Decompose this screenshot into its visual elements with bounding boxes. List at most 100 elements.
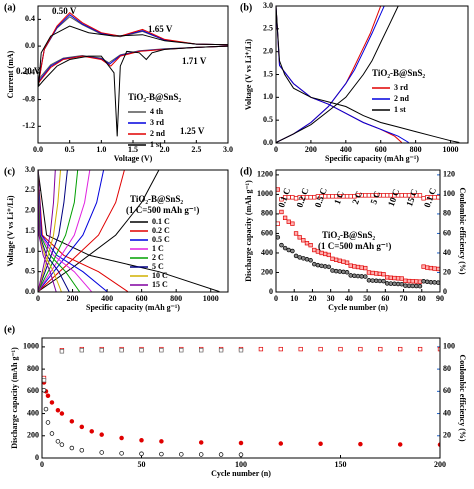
y-tick-label: 1.0 — [25, 246, 35, 255]
point — [374, 271, 379, 276]
plot-area — [38, 170, 220, 292]
point — [363, 265, 368, 271]
legend-label: 5 C — [152, 262, 164, 271]
point — [322, 264, 328, 269]
point — [218, 452, 224, 457]
x-axis-label: Cycle number (n) — [211, 469, 271, 478]
point — [406, 283, 412, 289]
legend-label: 15 C — [152, 280, 168, 289]
point — [406, 278, 412, 284]
point — [49, 400, 55, 405]
point — [282, 215, 288, 220]
point — [278, 346, 283, 352]
point — [333, 268, 339, 274]
legend-title: TiO₂-B@SnS₂ — [322, 230, 375, 240]
y-tick-label: 200 — [261, 267, 273, 276]
point — [436, 195, 440, 200]
x-tick-label: 800 — [170, 294, 182, 303]
x-tick-label: 0 — [274, 145, 278, 154]
point — [399, 276, 404, 281]
point — [377, 278, 383, 284]
annotation: 10 C — [386, 188, 401, 208]
point — [410, 283, 415, 289]
x-tick-label: 400 — [101, 294, 113, 303]
y-tick-label: -0.4 — [22, 68, 35, 77]
point — [399, 193, 404, 198]
point — [139, 437, 144, 443]
x-tick-label: 0.5 — [65, 145, 75, 154]
point — [312, 261, 317, 267]
point — [417, 346, 423, 352]
y2-axis-label: Coulombic efficiency (%) — [458, 187, 467, 274]
y-tick-label: 600 — [27, 386, 39, 395]
panel-label: (d) — [240, 166, 252, 177]
point — [366, 278, 372, 283]
point — [42, 378, 47, 383]
x-tick-label: 0.0 — [33, 145, 43, 154]
y2-tick-label: 40 — [443, 248, 451, 257]
x-tick-label: 200 — [67, 294, 79, 303]
series-line — [38, 16, 228, 80]
point — [428, 279, 434, 285]
series-line — [276, 6, 409, 143]
legend-subtitle: (1 C=500 mAh g⁻¹) — [318, 241, 391, 251]
y-tick-label: -1.2 — [22, 121, 35, 130]
x-tick-label: 600 — [375, 145, 387, 154]
y2-tick-label: 80 — [443, 364, 451, 373]
point — [410, 279, 415, 284]
point — [45, 393, 51, 399]
y-tick-label: 2.5 — [25, 185, 35, 194]
point — [315, 262, 321, 268]
point — [301, 238, 306, 243]
y-tick-label: 800 — [27, 364, 39, 373]
plot-area — [38, 12, 228, 137]
point — [218, 348, 224, 353]
series-line — [38, 170, 57, 292]
x-tick-label: 1.5 — [128, 145, 138, 154]
y-tick-label: 400 — [27, 408, 39, 417]
plot-area — [276, 6, 460, 143]
point — [326, 194, 331, 199]
point — [159, 451, 164, 457]
panel-label: (c) — [4, 166, 15, 177]
point — [348, 273, 353, 278]
point — [179, 452, 184, 457]
legend-label: 4 th — [150, 107, 164, 116]
point — [428, 265, 434, 271]
point — [198, 452, 204, 457]
y2-tick-label: 100 — [443, 342, 455, 351]
series-line — [38, 25, 228, 137]
y2-tick-label: 0 — [443, 287, 447, 296]
point — [337, 269, 343, 274]
point — [59, 411, 65, 416]
point — [352, 264, 357, 269]
point — [293, 253, 299, 259]
legend-label: 2 C — [152, 253, 164, 262]
y-tick-label: 1000 — [257, 189, 273, 198]
point — [159, 439, 164, 444]
x-tick-label: 30 — [327, 294, 335, 303]
legend-label: 1 C — [152, 244, 164, 253]
point — [403, 283, 408, 288]
point — [424, 279, 430, 285]
x-tick-label: 60 — [381, 294, 389, 303]
point — [159, 348, 164, 353]
point — [359, 265, 364, 270]
y-tick-label: 1.5 — [263, 69, 273, 78]
x-tick-label: 1000 — [443, 145, 459, 154]
point — [399, 281, 404, 287]
point — [238, 440, 244, 446]
y-tick-label: 2.0 — [263, 46, 273, 55]
point — [397, 442, 403, 447]
y-tick-label: 200 — [27, 431, 39, 440]
point — [395, 281, 401, 287]
point — [370, 270, 375, 276]
point — [381, 193, 386, 198]
point — [99, 432, 104, 437]
point — [373, 278, 379, 284]
point — [377, 271, 383, 276]
y-tick-label: 600 — [261, 228, 273, 237]
x-tick-label: 10 — [290, 294, 298, 303]
y2-axis-label: Coulombic efficiency (%) — [458, 354, 467, 441]
